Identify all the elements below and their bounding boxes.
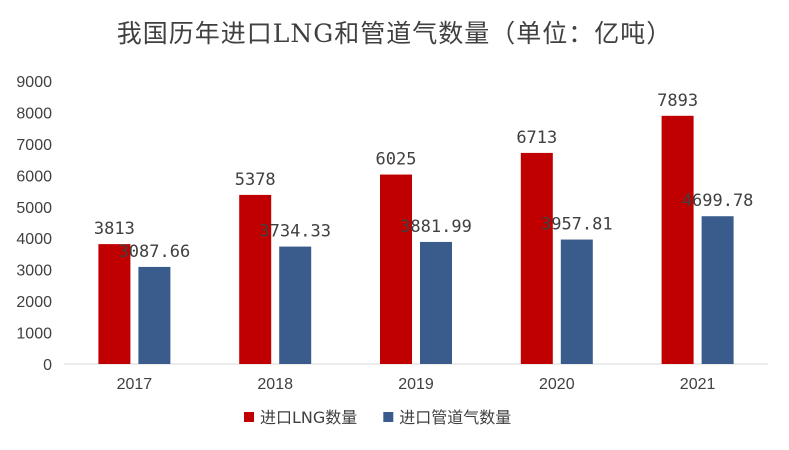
y-tick-label: 0 [43,357,52,374]
chart-title: 我国历年进口LNG和管道气数量（单位：亿吨） [116,19,673,48]
data-label: 6025 [376,150,417,170]
bar-pipeline-2019 [420,241,452,364]
y-tick-label: 7000 [16,137,52,154]
bar-pipeline-2017 [138,266,171,364]
data-label: 6713 [516,128,557,148]
x-tick-label: 2020 [539,376,575,393]
data-label: 3881.99 [400,217,472,237]
y-tick-label: 8000 [16,105,52,122]
x-tick-label: 2018 [257,376,293,393]
y-tick-label: 6000 [16,168,52,185]
data-label: 4699.78 [682,191,754,211]
bar-lng-2017 [98,244,131,364]
bar-lng-2021 [661,115,694,365]
bar-lng-2018 [239,194,272,364]
x-tick-label: 2017 [117,376,153,393]
data-label: 7893 [657,91,698,111]
data-label: 3813 [94,219,135,239]
y-tick-label: 4000 [16,231,52,248]
legend-swatch-pipeline [383,412,394,422]
data-label: 3957.81 [541,215,613,235]
bar-pipeline-2018 [279,246,312,364]
y-tick-label: 3000 [16,263,52,280]
y-tick-label: 5000 [16,200,52,217]
y-tick-label: 9000 [16,74,52,91]
x-tick-label: 2021 [680,376,716,393]
data-label: 5378 [235,170,276,190]
x-tick-label: 2019 [398,376,434,393]
legend-swatch-lng [244,412,254,422]
y-tick-label: 1000 [16,326,52,343]
bar-pipeline-2021 [701,216,734,364]
data-label: 3087.66 [119,242,191,262]
y-tick-label: 2000 [16,294,52,311]
bar-lng-2019 [380,174,412,364]
data-label: 3734.33 [259,222,331,242]
bar-pipeline-2020 [560,239,593,364]
legend-label: 进口管道气数量 [399,408,511,427]
bar-lng-2020 [520,152,553,364]
legend-label: 进口LNG数量 [260,408,357,427]
